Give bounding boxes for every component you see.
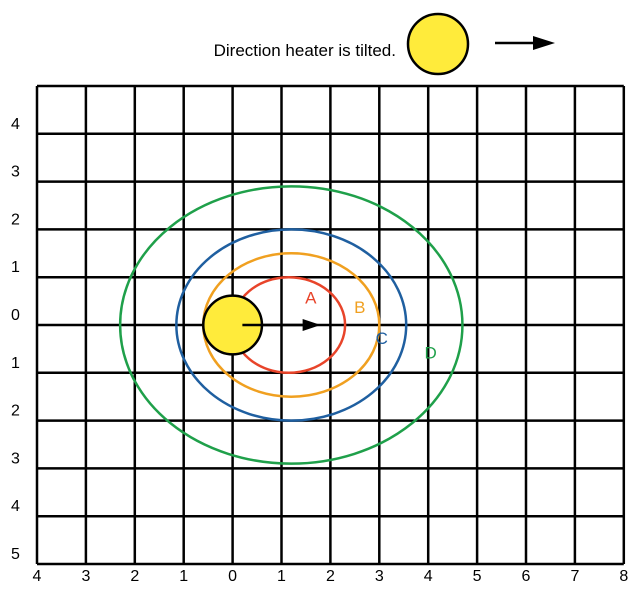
x-axis-label: 1: [179, 568, 188, 585]
x-axis-label: 5: [473, 568, 482, 585]
y-axis-label: 1: [11, 259, 20, 276]
contour-label-a: A: [305, 288, 317, 307]
y-axis-label: 0: [11, 307, 20, 324]
legend: Direction heater is tilted.: [214, 12, 555, 76]
y-axis-label: 5: [11, 546, 20, 563]
y-axis-label: 3: [11, 450, 20, 467]
contour-ring-d: [118, 185, 464, 465]
x-axis-label: 2: [130, 568, 139, 585]
contour-label-c: C: [376, 329, 388, 348]
x-axis-label: 6: [522, 568, 531, 585]
contour-label-b: B: [354, 298, 365, 317]
y-axis-label: 1: [11, 355, 20, 372]
x-axis-label: 1: [277, 568, 286, 585]
x-axis-label: 3: [81, 568, 90, 585]
y-axis-label: 4: [11, 498, 20, 515]
x-axis-label: 4: [424, 568, 433, 585]
legend-caption: Direction heater is tilted.: [214, 41, 396, 60]
y-axis-label: 2: [11, 403, 20, 420]
contour-rings: A BC D: [118, 185, 464, 465]
heater-layer: [202, 294, 321, 356]
tilt-arrow-head-icon: [302, 319, 321, 331]
x-axis-label: 2: [326, 568, 335, 585]
y-axis-label: 3: [11, 164, 20, 181]
y-axis-label: 4: [11, 116, 20, 133]
x-axis-label: 0: [228, 568, 237, 585]
grid: [35, 84, 626, 566]
x-axis-label: 8: [619, 568, 628, 585]
right-arrow-icon: [495, 36, 555, 50]
x-axis-label: 3: [375, 568, 384, 585]
contour-ring-c: [175, 228, 408, 422]
legend-heater-icon: [406, 12, 470, 76]
x-axis-label: 4: [33, 568, 42, 585]
contour-label-d: D: [425, 343, 437, 362]
y-axis-label: 2: [11, 211, 20, 228]
x-axis-label: 7: [570, 568, 579, 585]
